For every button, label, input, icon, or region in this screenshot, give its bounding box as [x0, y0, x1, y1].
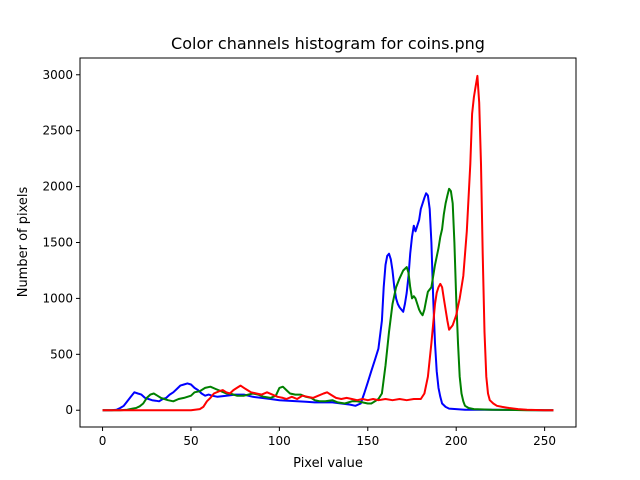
y-tick-label: 0	[65, 403, 73, 417]
plot-frame	[79, 57, 577, 428]
x-tick-label: 0	[99, 434, 107, 448]
plot-area	[79, 57, 577, 428]
series-line-1	[102, 187, 554, 412]
y-tick-label: 500	[50, 347, 73, 361]
chart-title: Color channels histogram for coins.png	[171, 34, 485, 53]
series-line-2	[102, 74, 554, 412]
x-axis-label: Pixel value	[293, 456, 363, 471]
x-tick-label: 250	[533, 434, 556, 448]
y-tick-label: 1500	[42, 236, 73, 250]
y-tick-label: 2000	[42, 180, 73, 194]
x-tick-label: 50	[183, 434, 198, 448]
x-tick-label: 150	[356, 434, 379, 448]
y-axis-label: Number of pixels	[16, 186, 31, 297]
y-axis-ticks: 0 500 1000 1500 2000 2500 3000	[42, 68, 80, 417]
y-tick-label: 2500	[42, 124, 73, 138]
series-layer	[102, 74, 554, 412]
y-tick-label: 3000	[42, 68, 73, 82]
y-tick-label: 1000	[42, 291, 73, 305]
x-axis-ticks: 0 50 100 150 200 250	[99, 427, 556, 448]
x-tick-label: 100	[268, 434, 291, 448]
x-tick-label: 200	[445, 434, 468, 448]
